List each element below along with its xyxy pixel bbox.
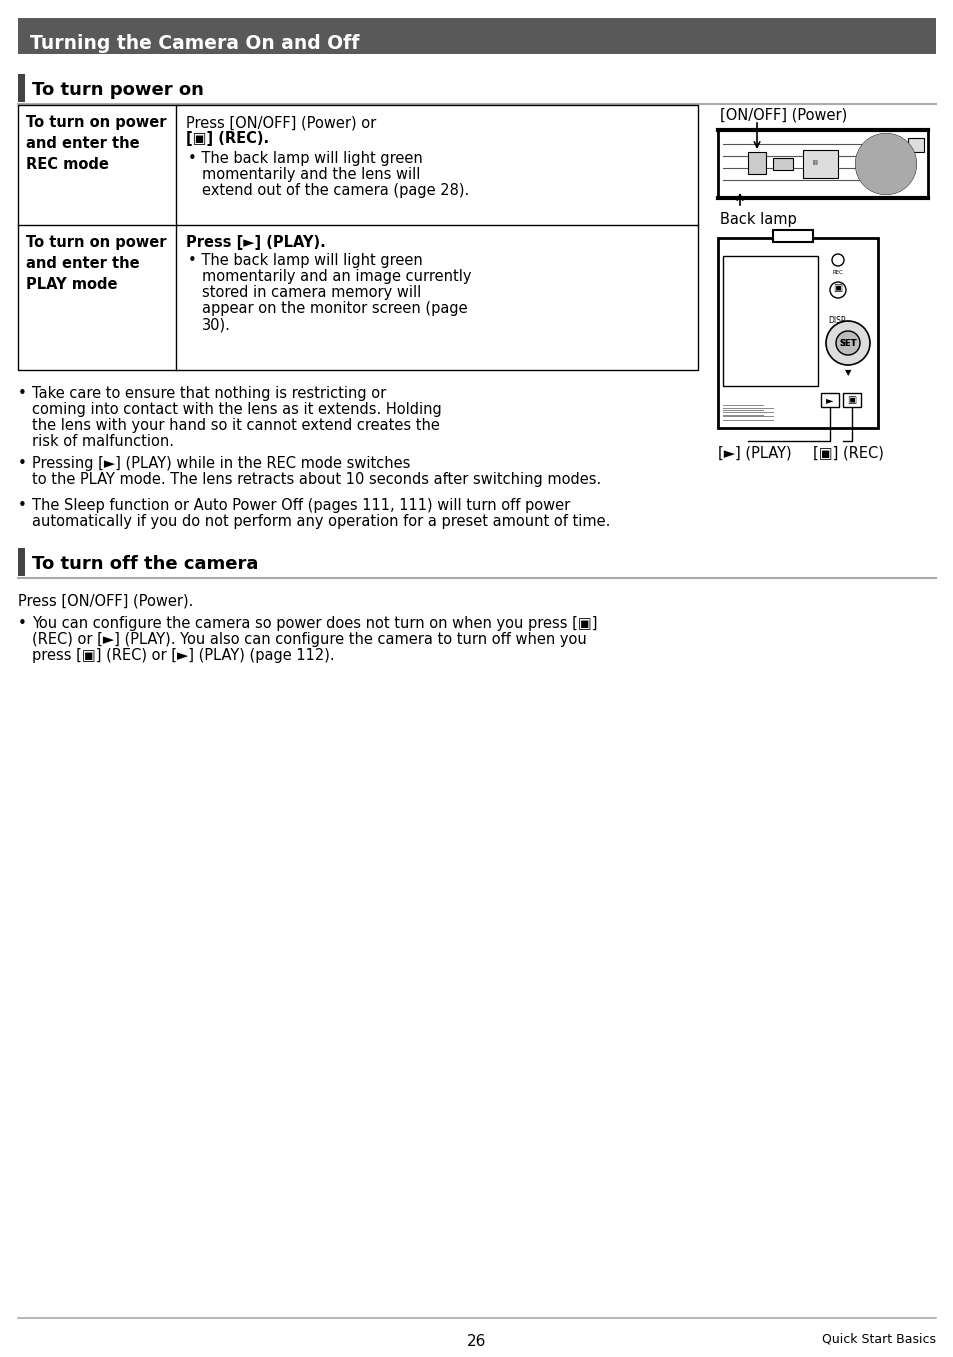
Circle shape [861, 138, 910, 189]
FancyBboxPatch shape [747, 152, 765, 174]
FancyBboxPatch shape [718, 237, 877, 427]
Text: •: • [18, 385, 27, 402]
Text: •: • [18, 456, 27, 471]
FancyBboxPatch shape [772, 229, 812, 242]
Circle shape [835, 331, 859, 356]
Text: momentarily and the lens will: momentarily and the lens will [202, 167, 420, 182]
Text: To turn on power
and enter the
PLAY mode: To turn on power and enter the PLAY mode [26, 235, 167, 292]
Text: the lens with your hand so it cannot extend creates the: the lens with your hand so it cannot ext… [32, 418, 439, 433]
FancyBboxPatch shape [18, 548, 25, 575]
Text: stored in camera memory will: stored in camera memory will [202, 285, 421, 300]
Circle shape [867, 147, 903, 182]
Text: Press [►] (PLAY).: Press [►] (PLAY). [186, 235, 325, 250]
Text: press [▣] (REC) or [►] (PLAY) (page 112).: press [▣] (REC) or [►] (PLAY) (page 112)… [32, 649, 335, 664]
Text: Pressing [►] (PLAY) while in the REC mode switches: Pressing [►] (PLAY) while in the REC mod… [32, 456, 410, 471]
Text: momentarily and an image currently: momentarily and an image currently [202, 269, 471, 284]
Text: Quick Start Basics: Quick Start Basics [821, 1333, 935, 1345]
Text: III: III [811, 160, 817, 166]
Text: • The back lamp will light green: • The back lamp will light green [188, 151, 422, 166]
Text: ►: ► [825, 395, 833, 404]
FancyBboxPatch shape [18, 18, 935, 54]
Text: SET: SET [839, 338, 856, 347]
Text: ▼: ▼ [843, 368, 850, 377]
Text: Press [ON/OFF] (Power).: Press [ON/OFF] (Power). [18, 594, 193, 609]
Text: ▣: ▣ [846, 395, 856, 404]
Text: [▣] (REC).: [▣] (REC). [186, 132, 269, 147]
Text: 26: 26 [467, 1334, 486, 1349]
Text: risk of malfunction.: risk of malfunction. [32, 434, 173, 449]
Text: 30).: 30). [202, 318, 231, 332]
Text: SET: SET [839, 338, 856, 347]
Circle shape [829, 282, 845, 299]
FancyBboxPatch shape [722, 256, 817, 385]
FancyBboxPatch shape [718, 130, 927, 198]
Text: coming into contact with the lens as it extends. Holding: coming into contact with the lens as it … [32, 402, 441, 417]
Text: Back lamp: Back lamp [720, 212, 796, 227]
Text: Press [ON/OFF] (Power) or: Press [ON/OFF] (Power) or [186, 115, 375, 130]
Text: ▣: ▣ [833, 284, 841, 293]
Circle shape [855, 134, 915, 194]
Text: (REC) or [►] (PLAY). You also can configure the camera to turn off when you: (REC) or [►] (PLAY). You also can config… [32, 632, 586, 647]
Text: [►] (PLAY): [►] (PLAY) [718, 446, 791, 461]
Text: • The back lamp will light green: • The back lamp will light green [188, 252, 422, 267]
Text: [ON/OFF] (Power): [ON/OFF] (Power) [720, 109, 846, 123]
Text: DISP: DISP [827, 316, 844, 324]
FancyBboxPatch shape [821, 394, 838, 407]
Circle shape [873, 152, 897, 176]
Text: to the PLAY mode. The lens retracts about 10 seconds after switching modes.: to the PLAY mode. The lens retracts abou… [32, 472, 600, 487]
Text: Take care to ensure that nothing is restricting or: Take care to ensure that nothing is rest… [32, 385, 386, 402]
Text: You can configure the camera so power does not turn on when you press [▣]: You can configure the camera so power do… [32, 616, 597, 631]
FancyBboxPatch shape [18, 104, 698, 370]
Circle shape [825, 322, 869, 365]
Text: To turn power on: To turn power on [32, 81, 204, 99]
Circle shape [831, 254, 843, 266]
FancyBboxPatch shape [802, 151, 837, 178]
FancyBboxPatch shape [842, 394, 861, 407]
FancyBboxPatch shape [772, 157, 792, 170]
FancyBboxPatch shape [18, 75, 25, 102]
Text: REC: REC [832, 270, 842, 275]
Text: [▣] (REC): [▣] (REC) [812, 446, 882, 461]
Text: Turning the Camera On and Off: Turning the Camera On and Off [30, 34, 359, 53]
FancyBboxPatch shape [907, 138, 923, 152]
Text: To turn on power
and enter the
REC mode: To turn on power and enter the REC mode [26, 115, 167, 172]
Text: •: • [18, 498, 27, 513]
Text: appear on the monitor screen (page: appear on the monitor screen (page [202, 301, 467, 316]
Text: extend out of the camera (page 28).: extend out of the camera (page 28). [202, 183, 469, 198]
Text: •: • [18, 616, 27, 631]
Text: The Sleep function or Auto Power Off (pages 111, 111) will turn off power: The Sleep function or Auto Power Off (pa… [32, 498, 570, 513]
Circle shape [879, 157, 891, 170]
Text: automatically if you do not perform any operation for a preset amount of time.: automatically if you do not perform any … [32, 514, 610, 529]
Text: To turn off the camera: To turn off the camera [32, 555, 258, 573]
